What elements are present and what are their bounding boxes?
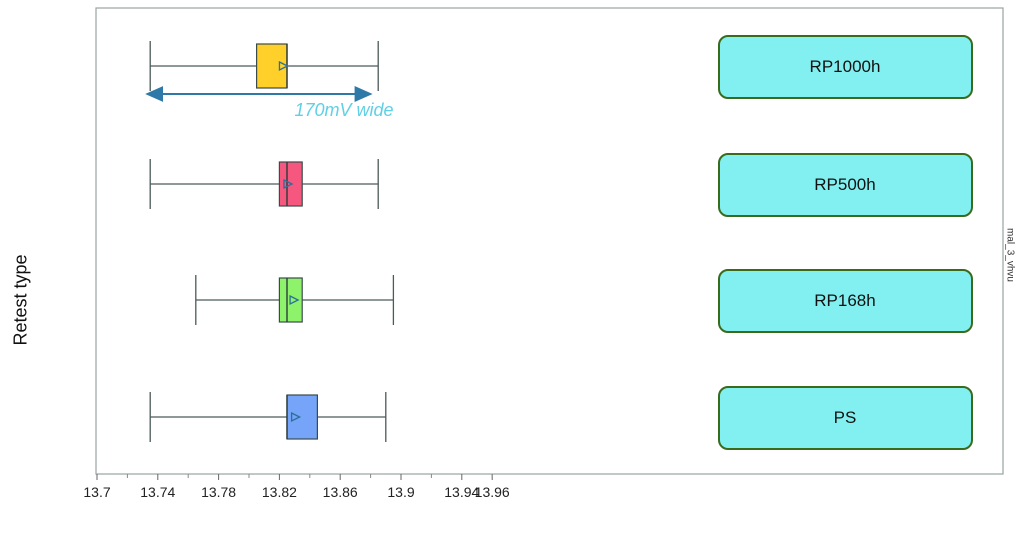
y-axis-label-text: Retest type <box>10 254 31 346</box>
mean-marker <box>290 411 302 423</box>
x-tick-label: 13.9 <box>387 484 414 500</box>
mean-marker <box>289 294 300 306</box>
x-tick-label: 13.7 <box>83 484 110 500</box>
category-label-box <box>718 269 973 333</box>
category-label: RP1000h <box>810 57 881 76</box>
side-tag-text: mal_3_vhvu <box>1004 228 1016 282</box>
category-label-box <box>718 386 973 450</box>
x-tick-label: 13.82 <box>262 484 297 500</box>
mean-marker <box>283 178 294 190</box>
plot-frame <box>95 7 1004 475</box>
category-label: RP500h <box>814 175 875 194</box>
category-label-box <box>718 153 973 217</box>
category-label-box <box>718 35 973 99</box>
annotation-text: 170mV wide <box>294 100 393 120</box>
category-label: RP168h <box>814 291 875 310</box>
y-axis-label: Retest type <box>6 240 36 360</box>
x-tick-label: 13.96 <box>475 484 510 500</box>
mean-marker <box>278 60 289 72</box>
x-tick-label: 13.94 <box>444 484 479 500</box>
x-tick-label: 13.78 <box>201 484 236 500</box>
box-RP1000h <box>256 43 288 89</box>
side-tag: mal_3_vhvu <box>998 220 1022 290</box>
x-tick-label: 13.86 <box>323 484 358 500</box>
box-RP168h <box>278 277 303 323</box>
x-tick-label: 13.74 <box>140 484 175 500</box>
category-label: PS <box>834 408 857 427</box>
